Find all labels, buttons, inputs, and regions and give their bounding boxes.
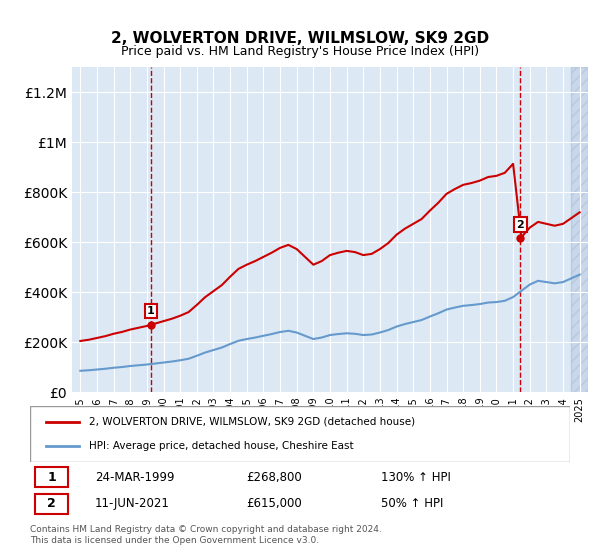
Text: Contains HM Land Registry data © Crown copyright and database right 2024.
This d: Contains HM Land Registry data © Crown c…	[30, 525, 382, 545]
FancyBboxPatch shape	[35, 493, 68, 514]
Text: 2: 2	[47, 497, 56, 510]
Text: 2, WOLVERTON DRIVE, WILMSLOW, SK9 2GD: 2, WOLVERTON DRIVE, WILMSLOW, SK9 2GD	[111, 31, 489, 46]
Text: 130% ↑ HPI: 130% ↑ HPI	[381, 470, 451, 483]
Text: 1: 1	[47, 470, 56, 483]
Text: 11-JUN-2021: 11-JUN-2021	[95, 497, 170, 510]
Text: 2, WOLVERTON DRIVE, WILMSLOW, SK9 2GD (detached house): 2, WOLVERTON DRIVE, WILMSLOW, SK9 2GD (d…	[89, 417, 416, 427]
FancyBboxPatch shape	[30, 406, 570, 462]
Text: £615,000: £615,000	[246, 497, 302, 510]
Text: 50% ↑ HPI: 50% ↑ HPI	[381, 497, 443, 510]
Bar	[571, 67, 588, 392]
Text: 1: 1	[147, 306, 155, 316]
Text: 2: 2	[517, 220, 524, 230]
Text: HPI: Average price, detached house, Cheshire East: HPI: Average price, detached house, Ches…	[89, 441, 354, 451]
Text: 24-MAR-1999: 24-MAR-1999	[95, 470, 175, 483]
Text: Price paid vs. HM Land Registry's House Price Index (HPI): Price paid vs. HM Land Registry's House …	[121, 45, 479, 58]
FancyBboxPatch shape	[35, 467, 68, 487]
Text: £268,800: £268,800	[246, 470, 302, 483]
